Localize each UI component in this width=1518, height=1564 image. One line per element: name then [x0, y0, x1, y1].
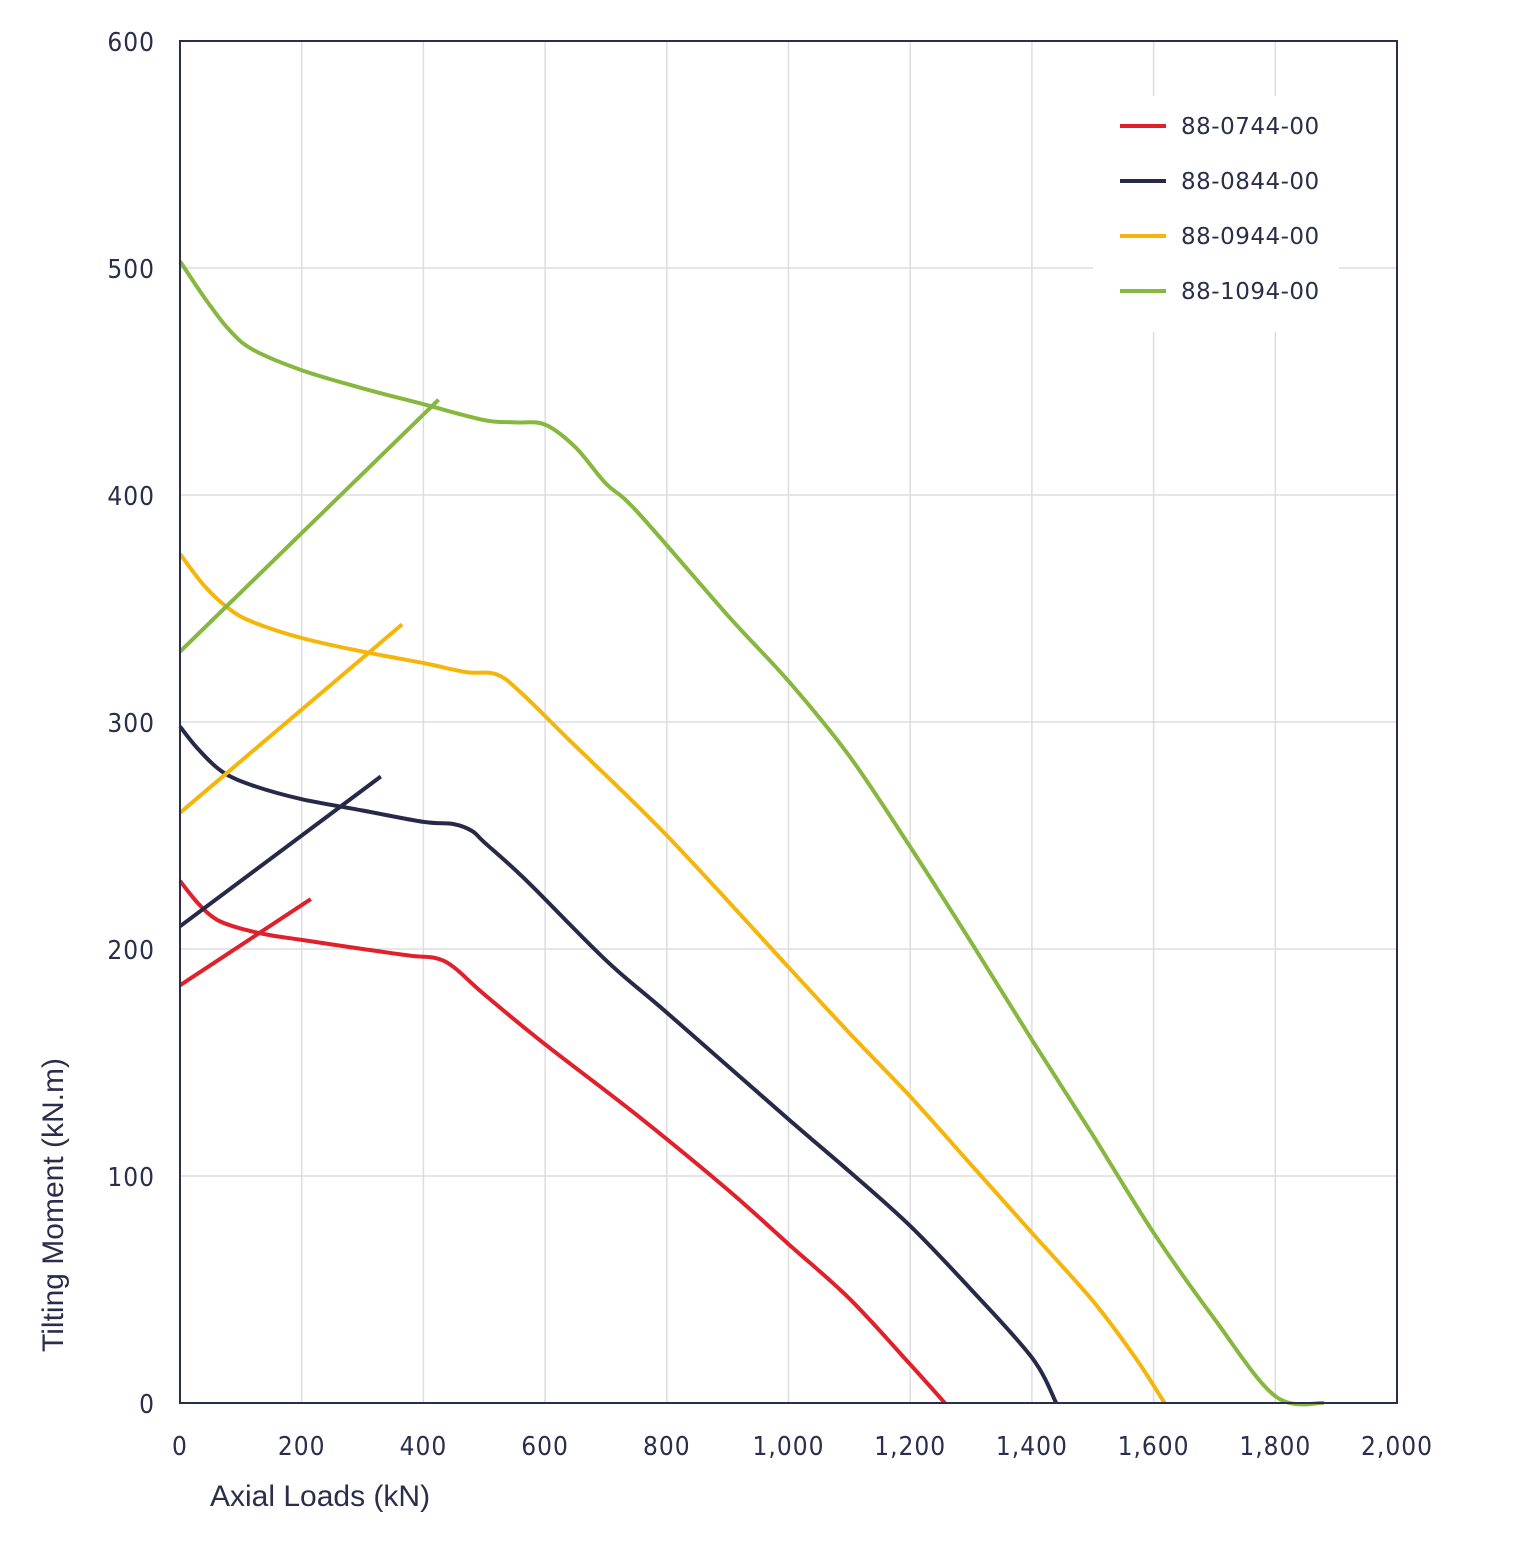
legend-label: 88-0844-00	[1181, 169, 1320, 195]
series-line-88-1094-00	[178, 398, 441, 654]
series-curve-88-1094-00	[178, 260, 1325, 1407]
y-tick-label: 400	[107, 482, 155, 512]
y-tick-label: 100	[107, 1163, 155, 1193]
series-curve-88-0744-00	[178, 879, 947, 1405]
series-line-88-0944-00	[178, 622, 404, 815]
x-tick-label: 1,200	[874, 1432, 946, 1462]
y-tick-label: 600	[107, 28, 155, 58]
series-line-88-0844-00	[178, 774, 383, 928]
x-tick-label: 1,600	[1118, 1432, 1190, 1462]
x-tick-label: 1,400	[996, 1432, 1068, 1462]
legend-label: 88-0744-00	[1181, 114, 1320, 140]
x-tick-label: 400	[400, 1432, 448, 1462]
y-axis-title: Tilting Moment (kN.m)	[37, 1058, 70, 1352]
y-tick-label: 0	[139, 1390, 155, 1420]
x-tick-label: 1,800	[1239, 1432, 1311, 1462]
y-tick-label: 300	[107, 709, 155, 739]
x-axis-title: Axial Loads (kN)	[210, 1480, 430, 1513]
y-tick-label: 200	[107, 936, 155, 966]
legend-label: 88-0944-00	[1181, 224, 1320, 250]
x-tick-label: 1,000	[753, 1432, 825, 1462]
x-tick-label: 800	[643, 1432, 691, 1462]
series-curve-88-0844-00	[178, 725, 1058, 1404]
legend: 88-0744-00 88-0844-00 88-0944-00 88-1094-00	[1093, 96, 1339, 332]
x-tick-label: 0	[172, 1432, 188, 1462]
x-axis-ticks: 0 200 400 600 800 1,000 1,200 1,400 1,600 1,800 2,…	[172, 1432, 1433, 1462]
legend-label: 88-1094-00	[1181, 279, 1320, 305]
y-tick-label: 500	[107, 255, 155, 285]
series-curve-88-0944-00	[178, 552, 1167, 1405]
x-tick-label: 600	[521, 1432, 569, 1462]
series-lines	[178, 260, 1325, 1407]
y-axis-ticks: 0 100 200 300 400 500 600	[107, 28, 155, 1420]
series-line-88-0744-00	[178, 897, 312, 987]
plot-frame	[179, 40, 1398, 1404]
x-tick-label: 2,000	[1361, 1432, 1433, 1462]
x-tick-label: 200	[278, 1432, 326, 1462]
